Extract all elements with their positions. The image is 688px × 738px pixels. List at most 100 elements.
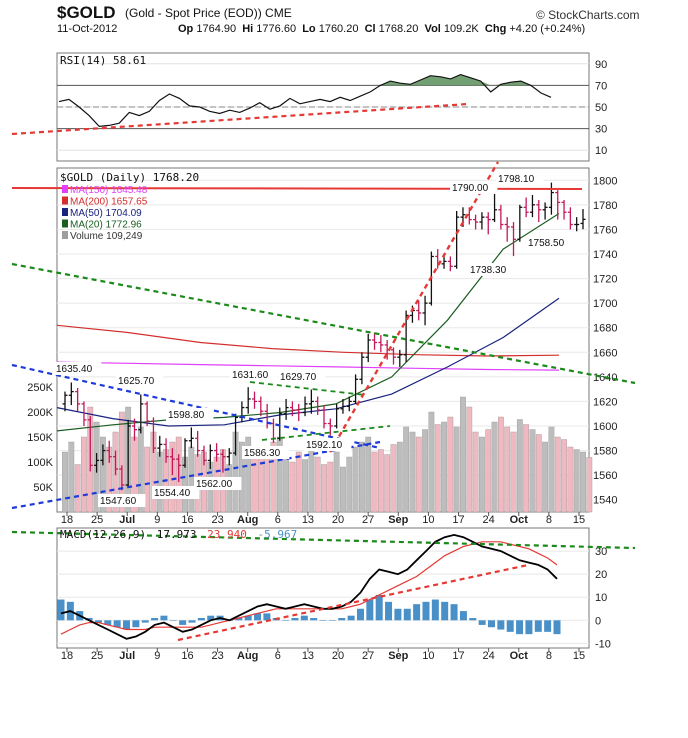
rsi-tick-label: 70 <box>595 80 607 92</box>
volume-bar <box>535 434 542 513</box>
volume-bar <box>68 441 75 513</box>
volume-value: 109.2K <box>443 23 479 35</box>
volume-bar <box>510 431 517 513</box>
volume-bar <box>327 461 334 513</box>
macd-histogram-bar <box>197 618 205 621</box>
macd-tick-label: 0 <box>595 615 601 627</box>
volume-label: Vol <box>424 23 441 35</box>
price-legend: $GOLD (Daily) 1768.20 MA(150) 1645.48MA(… <box>60 171 199 242</box>
price-annotation-bg <box>450 181 498 194</box>
volume-bar <box>371 451 378 513</box>
x-tick-label: 10 <box>422 650 434 662</box>
macd-histogram-bar <box>497 620 505 630</box>
x-tick-label: 27 <box>362 514 374 526</box>
price-annotation: 1562.00 <box>196 479 233 490</box>
x-tick-label: 8 <box>546 650 552 662</box>
macd-histogram-bar <box>366 599 374 621</box>
price-tick-label: 1760 <box>593 224 617 236</box>
volume-bar <box>434 424 441 513</box>
moving-average-line <box>56 361 560 371</box>
open-value: 1764.90 <box>196 23 237 35</box>
volume-bar <box>573 449 580 513</box>
price-legend-title: $GOLD (Daily) 1768.20 <box>60 171 199 184</box>
volume-bar <box>504 426 511 513</box>
x-tick-label: 25 <box>91 514 103 526</box>
macd-tick-label: -10 <box>595 638 611 650</box>
volume-bar <box>441 421 447 513</box>
volume-bar <box>359 441 365 513</box>
volume-bar <box>377 449 384 513</box>
x-tick-label: 10 <box>422 514 434 526</box>
macd-histogram-bar <box>459 611 467 621</box>
volume-bar <box>415 436 422 513</box>
macd-histogram-bar <box>534 620 542 632</box>
change-label: Chg <box>484 23 507 35</box>
macd-histogram-bar <box>544 620 552 632</box>
volume-tick-label: 150K <box>27 432 53 444</box>
rsi-trendline <box>11 102 469 136</box>
price-annotation: 1547.60 <box>100 496 137 507</box>
volume-bar <box>580 451 586 513</box>
macd-histogram-bar <box>291 618 299 621</box>
volume-bar <box>188 446 195 513</box>
quote-bar: Op 1764.90 Hi 1776.60 Lo 1760.20 Cl 1768… <box>178 23 585 35</box>
volume-bar <box>321 464 327 513</box>
legend-swatch <box>62 231 68 239</box>
price-annotation-bg <box>230 368 278 381</box>
x-tick-label: 15 <box>573 514 585 526</box>
macd-histogram-bar <box>403 608 411 621</box>
price-annotation: 1738.30 <box>470 265 507 276</box>
rsi-line <box>58 73 552 128</box>
volume-bar <box>308 446 315 513</box>
macd-histogram-bar <box>525 620 533 635</box>
macd-histogram-bar <box>478 620 486 625</box>
macd-histogram-bar <box>422 601 430 621</box>
price-annotation-bg <box>194 477 242 490</box>
macd-histogram-bar <box>57 599 65 621</box>
macd-tick-label: 10 <box>595 592 607 604</box>
volume-bar <box>340 466 346 513</box>
chart-symbol: $GOLD <box>57 3 116 22</box>
price-annotation: 1554.40 <box>154 488 191 499</box>
price-tick-label: 1680 <box>593 323 617 335</box>
macd-histogram-bar <box>244 615 252 621</box>
price-tick-label: 1740 <box>593 249 617 261</box>
macd-histogram-bar <box>207 615 215 621</box>
volume-bar <box>283 454 289 513</box>
macd-histogram-bar <box>516 620 524 635</box>
macd-histogram-bar <box>356 608 364 621</box>
x-tick-label: 24 <box>483 650 495 662</box>
volume-bar <box>118 411 125 513</box>
volume-bar <box>302 459 308 513</box>
close-value: 1768.20 <box>378 23 419 35</box>
macd-histogram-bar <box>169 620 177 621</box>
volume-bar <box>251 451 258 513</box>
price-annotation-bg <box>468 263 516 276</box>
price-annotation-bg <box>304 438 352 451</box>
macd-histogram-bar <box>553 620 561 635</box>
volume-bar <box>314 456 321 513</box>
red-uptrend-line <box>328 161 500 453</box>
x-tick-label: Sep <box>388 514 408 526</box>
x-tick-label: 9 <box>154 650 160 662</box>
volume-bar <box>479 436 485 513</box>
rsi-tick-label: 50 <box>595 102 607 114</box>
macd-histogram-bar <box>282 620 290 621</box>
price-annotation: 1592.10 <box>306 440 343 451</box>
volume-bar <box>81 436 87 513</box>
high-label: Hi <box>242 23 254 35</box>
macd-histogram-bar <box>338 618 346 621</box>
legend-swatch <box>62 219 68 228</box>
price-annotation: 1598.80 <box>168 410 205 421</box>
price-tick-label: 1720 <box>593 274 617 286</box>
low-value: 1760.20 <box>318 23 359 35</box>
macd-histogram-bar <box>413 604 421 621</box>
volume-bar <box>396 441 403 513</box>
volume-bar <box>264 456 271 513</box>
volume-bar <box>453 426 460 513</box>
volume-tick-label: 100K <box>27 457 53 469</box>
x-tick-label: 27 <box>362 650 374 662</box>
macd-histogram-bar <box>441 601 449 621</box>
moving-average-line <box>56 324 560 357</box>
flag-bottom-line <box>261 425 391 441</box>
